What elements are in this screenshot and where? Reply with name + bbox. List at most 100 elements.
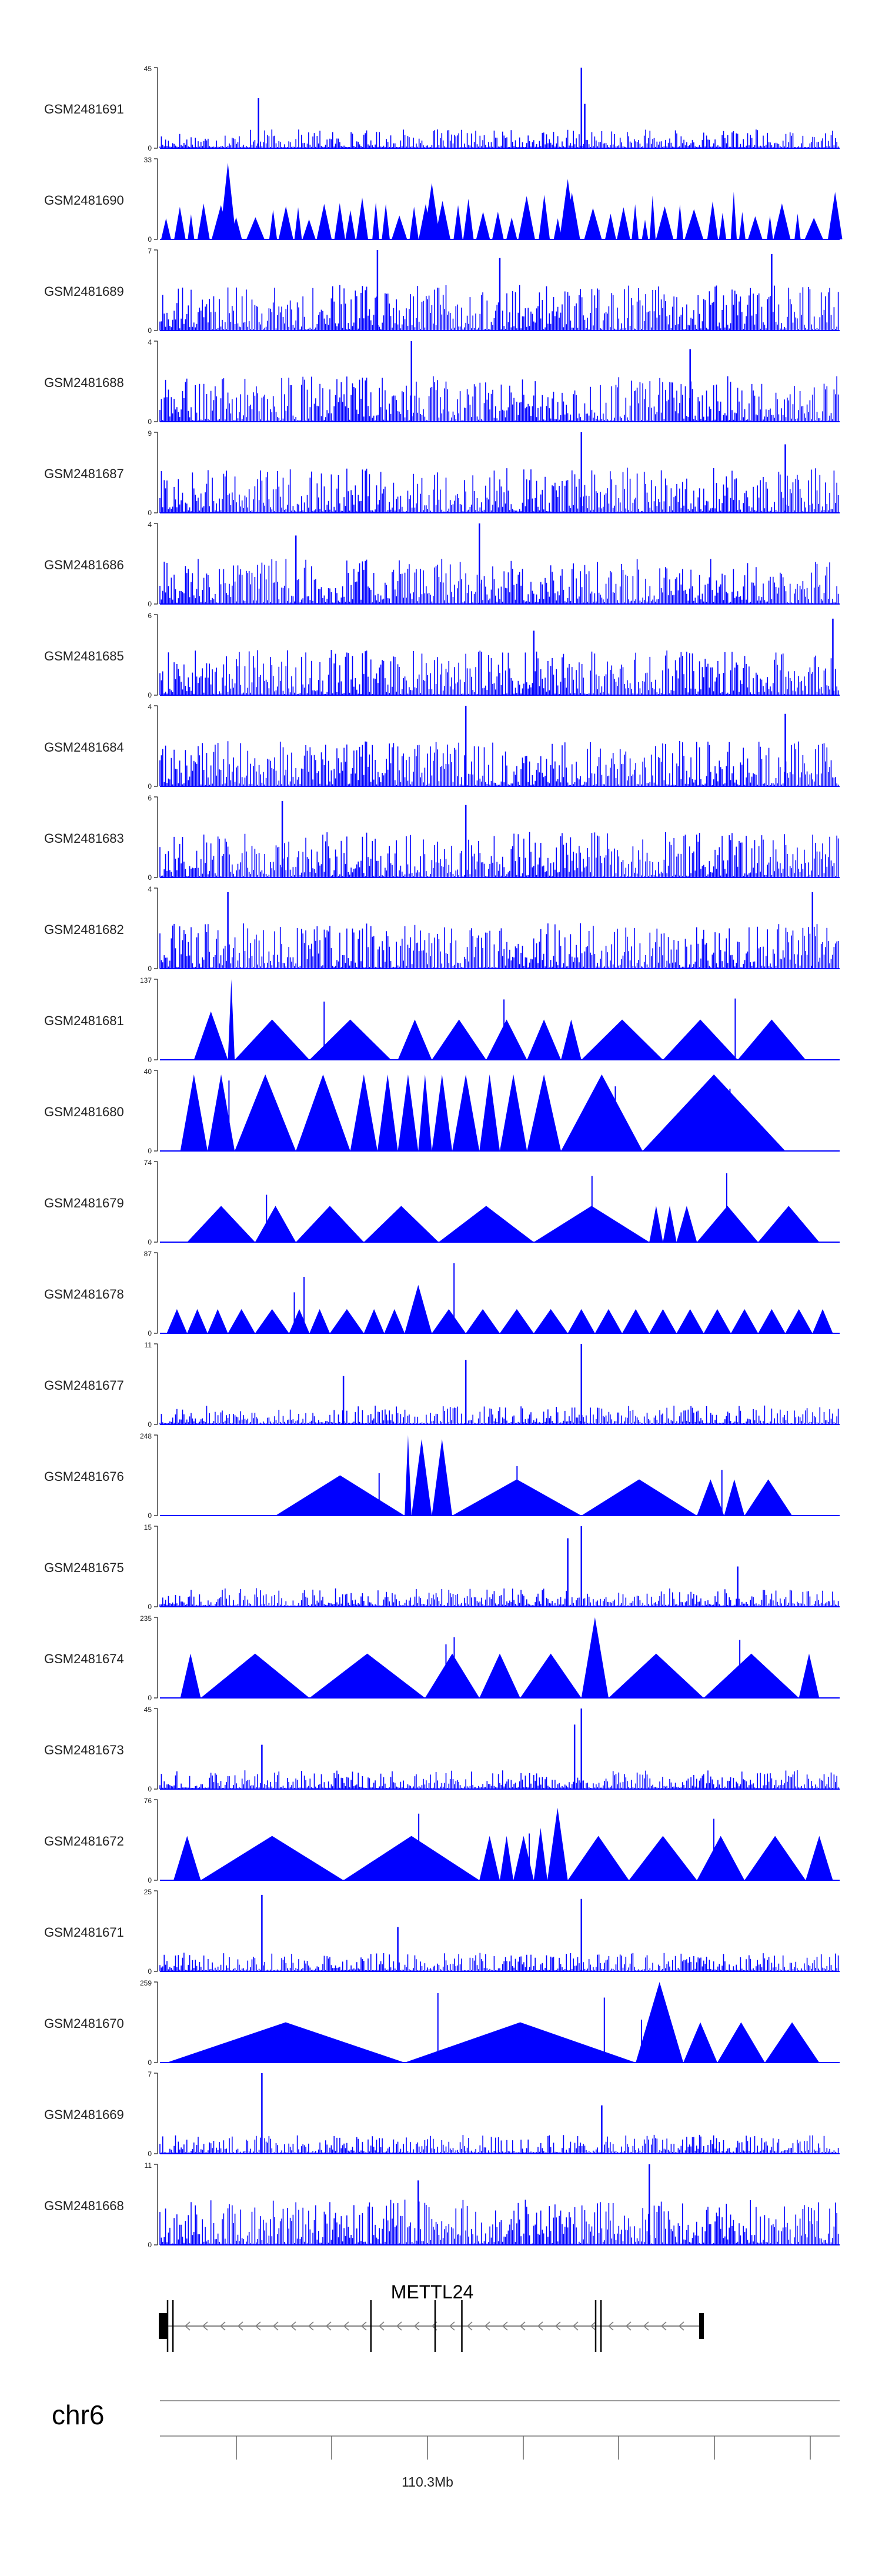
signal-segment (392, 215, 407, 239)
signal-segment (432, 1439, 453, 1516)
strand-arrow (678, 2321, 684, 2331)
signal-segment (255, 1206, 296, 1242)
signal-segment (479, 1653, 520, 1698)
signal-segment (350, 1074, 377, 1151)
y-zero-label: 0 (148, 1511, 152, 1520)
signal-segment (207, 1074, 235, 1151)
signal-segment (642, 219, 649, 239)
track-GSM2481673: GSM2481673 45 0 (44, 1706, 840, 1793)
gene-exon (159, 2313, 168, 2339)
signal-segment (748, 216, 763, 239)
signal-segment (806, 1836, 833, 1880)
track-label: GSM2481685 (44, 649, 124, 663)
track-GSM2481688: GSM2481688 4 0 (44, 338, 840, 426)
signal-segment (187, 1206, 255, 1242)
signal-segment (405, 1435, 412, 1516)
track-label: GSM2481672 (44, 1834, 124, 1848)
strand-arrow (484, 2321, 490, 2331)
track-GSM2481668: GSM2481668 11 0 (44, 2161, 840, 2249)
signal-segment (649, 1206, 663, 1242)
signal-segment (453, 205, 463, 239)
signal-segment (418, 1074, 432, 1151)
signal-segment (201, 1653, 310, 1698)
y-max-label: 259 (140, 1979, 152, 1987)
signal-segment (275, 1475, 405, 1516)
signal-segment (827, 192, 843, 239)
signal-segment (581, 1617, 609, 1698)
signal-segment (397, 1019, 432, 1060)
signal-segment (161, 218, 171, 239)
strand-arrow (413, 2321, 420, 2331)
signal-segment (773, 203, 791, 239)
signal-segment (719, 212, 727, 239)
signal-segment (397, 1074, 419, 1151)
signal-segment (463, 199, 474, 239)
y-max-label: 4 (148, 703, 152, 711)
y-max-label: 4 (148, 520, 152, 529)
strand-arrow (660, 2321, 667, 2331)
signal-segment (794, 213, 801, 239)
signal-segment (432, 1019, 486, 1060)
strand-arrow (325, 2321, 332, 2331)
y-zero-label: 0 (148, 1329, 152, 1337)
signal-segment (174, 206, 186, 239)
y-max-label: 33 (144, 156, 152, 164)
signal-segment (411, 1439, 432, 1516)
y-max-label: 7 (148, 247, 152, 255)
signal-segment (476, 212, 490, 239)
y-max-label: 9 (148, 429, 152, 438)
signal-segment (187, 1309, 208, 1333)
signal-segment (193, 1011, 228, 1060)
signal-segment (697, 1479, 724, 1516)
signal-segment (492, 211, 504, 239)
signal-segment (377, 1074, 398, 1151)
track-GSM2481691: GSM2481691 45 0 (44, 65, 840, 152)
signal-segment (520, 1653, 582, 1698)
strand-arrow (343, 2321, 349, 2331)
signal-segment (663, 1206, 677, 1242)
track-GSM2481674: GSM2481674 235 0 (44, 1614, 840, 1702)
track-label: GSM2481681 (44, 1013, 124, 1028)
track-label: GSM2481668 (44, 2198, 124, 2213)
track-GSM2481678: GSM2481678 87 0 (44, 1250, 840, 1337)
signal-segment (479, 1074, 500, 1151)
track-GSM2481669: GSM2481669 7 0 (44, 2070, 840, 2158)
y-max-label: 45 (144, 1706, 152, 1714)
y-zero-label: 0 (148, 1785, 152, 1793)
signal-segment (500, 1309, 534, 1333)
signal-segment (604, 213, 616, 239)
signal-segment (649, 1309, 677, 1333)
signal-segment (334, 203, 345, 239)
signal-segment (343, 1836, 480, 1880)
signal-segment (228, 1309, 255, 1333)
signal-bars (159, 740, 839, 786)
track-GSM2481681: GSM2481681 137 0 (44, 976, 840, 1064)
signal-segment (703, 1309, 731, 1333)
y-max-label: 76 (144, 1797, 152, 1805)
track-label: GSM2481676 (44, 1469, 124, 1484)
signal-segment (663, 1019, 738, 1060)
signal-segment (466, 1309, 500, 1333)
signal-segment (518, 196, 535, 239)
signal-segment (739, 212, 746, 239)
signal-segment (382, 203, 390, 239)
signal-bars (159, 923, 839, 969)
track-label: GSM2481678 (44, 1287, 124, 1302)
signal-segment (561, 1074, 643, 1151)
track-GSM2481670: GSM2481670 259 0 (44, 1979, 840, 2067)
y-zero-label: 0 (148, 873, 152, 882)
track-label: GSM2481686 (44, 558, 124, 572)
y-max-label: 11 (145, 2161, 152, 2170)
signal-segment (730, 192, 737, 239)
track-label: GSM2481675 (44, 1560, 124, 1575)
signal-peak (559, 179, 576, 239)
signal-segment (656, 206, 674, 239)
signal-segment (683, 2022, 717, 2063)
signal-segment (294, 207, 302, 239)
track-GSM2481689: GSM2481689 7 0 (44, 247, 840, 335)
signal-segment (676, 204, 684, 239)
signal-segment (649, 195, 656, 239)
y-max-label: 87 (144, 1250, 152, 1258)
signal-segment (438, 1206, 534, 1242)
track-label: GSM2481682 (44, 922, 124, 937)
